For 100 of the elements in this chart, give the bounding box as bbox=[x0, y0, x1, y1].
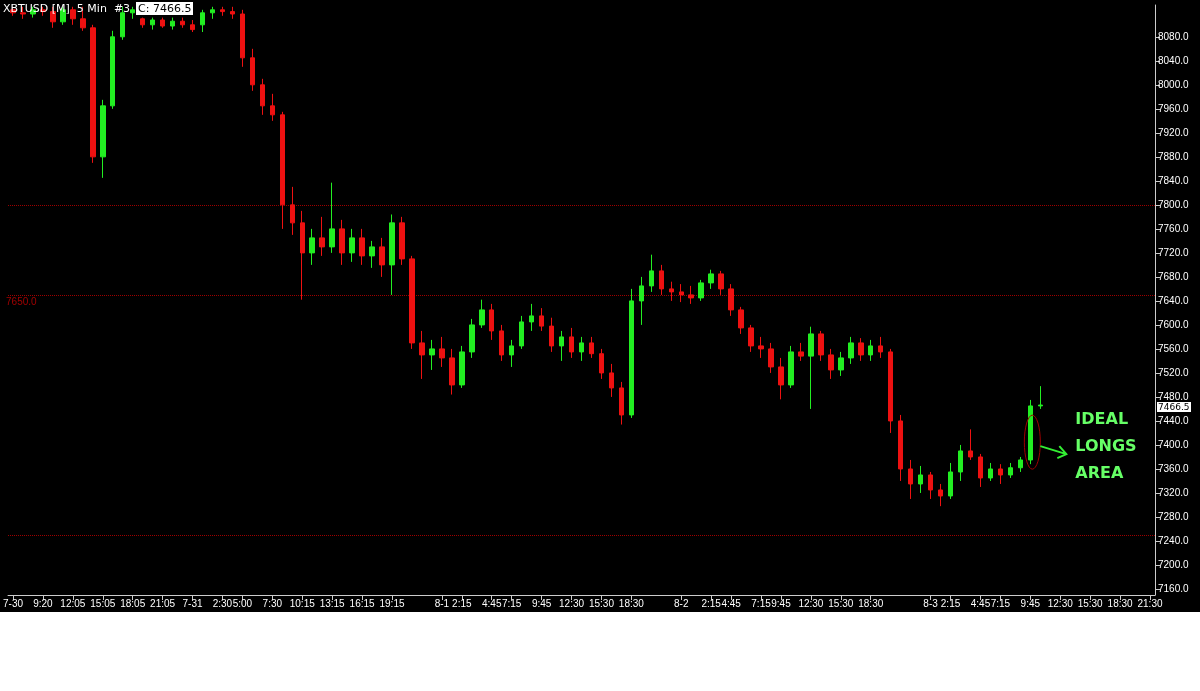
candlestick bbox=[788, 345, 794, 389]
candlestick bbox=[300, 210, 305, 301]
candlestick bbox=[738, 306, 744, 335]
candlestick bbox=[918, 465, 923, 494]
candlestick bbox=[838, 351, 844, 377]
candlestick bbox=[409, 255, 415, 350]
candlestick bbox=[389, 213, 395, 296]
x-tick-label: 2:30 bbox=[212, 597, 233, 609]
candlestick bbox=[579, 336, 584, 362]
candlestick bbox=[359, 228, 365, 266]
candlestick bbox=[1038, 385, 1043, 410]
x-tick-label: 8-3 bbox=[923, 597, 939, 609]
candlestick bbox=[349, 228, 355, 263]
x-tick-label: 7:15 bbox=[990, 597, 1011, 609]
candlestick bbox=[379, 237, 385, 278]
candlestick bbox=[878, 336, 883, 359]
x-tick-label: 7:15 bbox=[751, 597, 772, 609]
candlestick bbox=[659, 264, 664, 296]
ref-line-label: 7650.0 bbox=[6, 296, 38, 308]
y-tick-label: 7840.0 bbox=[1158, 175, 1190, 187]
y-tick-label: 7360.0 bbox=[1158, 463, 1190, 475]
x-tick-label: 15:05 bbox=[90, 597, 116, 609]
annotation: IDEAL LONGS AREA bbox=[1075, 408, 1137, 485]
text: 7466.5 bbox=[1157, 402, 1191, 413]
candlestick bbox=[369, 240, 375, 269]
candlestick bbox=[220, 6, 225, 17]
candlestick bbox=[589, 336, 594, 359]
candlestick bbox=[569, 327, 574, 359]
x-tick-label: 18:05 bbox=[120, 597, 146, 609]
y-tick-label: 7960.0 bbox=[1158, 103, 1190, 115]
candlestick bbox=[509, 339, 514, 368]
x-tick-label: 21:05 bbox=[150, 597, 176, 609]
candlestick bbox=[479, 299, 485, 329]
y-tick-label: 7920.0 bbox=[1158, 127, 1190, 139]
candlestick bbox=[808, 326, 814, 410]
candlestick bbox=[928, 471, 933, 500]
x-tick-label: 9:45 bbox=[531, 597, 552, 609]
candlestick bbox=[938, 483, 943, 507]
candlestick bbox=[1008, 462, 1013, 479]
candlestick bbox=[429, 339, 435, 371]
y-tick-label: 7320.0 bbox=[1158, 487, 1190, 499]
candlestick bbox=[309, 228, 315, 266]
candlestick bbox=[230, 6, 235, 20]
candlestick bbox=[489, 303, 494, 341]
x-tick-label: 2:15 bbox=[701, 597, 722, 609]
candlestick bbox=[559, 330, 564, 362]
candlestick bbox=[619, 381, 624, 426]
candlestick bbox=[629, 288, 634, 419]
y-tick-label: 8000.0 bbox=[1158, 79, 1190, 91]
x-tick-label: 7-30 bbox=[3, 597, 24, 609]
candlestick bbox=[958, 444, 963, 482]
x-tick-label: 18:30 bbox=[618, 597, 645, 609]
candlestick bbox=[140, 17, 145, 29]
candlestick bbox=[529, 303, 534, 332]
x-tick-label: 4:45 bbox=[482, 597, 502, 609]
candlestick bbox=[519, 315, 524, 350]
candlestick bbox=[319, 216, 325, 257]
candlestick bbox=[639, 276, 644, 326]
candlestick bbox=[160, 17, 165, 29]
candlestick bbox=[419, 330, 425, 380]
candlestick bbox=[1018, 456, 1023, 473]
candlestick bbox=[290, 186, 295, 236]
candlestick bbox=[698, 279, 704, 302]
y-tick-label: 7880.0 bbox=[1158, 151, 1190, 163]
candlestick bbox=[718, 270, 724, 296]
y-tick-label: 7720.0 bbox=[1158, 247, 1190, 259]
x-tick-label: 21:30 bbox=[1137, 597, 1163, 609]
candlestick bbox=[499, 324, 504, 362]
candlestick bbox=[798, 342, 804, 362]
candlestick bbox=[778, 357, 784, 400]
y-tick-label: 7800.0 bbox=[1158, 199, 1190, 211]
candlestick bbox=[708, 269, 714, 290]
candlestick bbox=[688, 285, 694, 305]
candlestick bbox=[399, 216, 405, 266]
x-tick-label: 9:45 bbox=[771, 597, 792, 609]
candlestick bbox=[818, 330, 824, 362]
x-tick-label: 9:45 bbox=[1020, 597, 1041, 609]
x-tick-label: 12:30 bbox=[798, 597, 824, 609]
candlestick bbox=[270, 93, 275, 122]
candlestick bbox=[200, 9, 205, 33]
candlestick bbox=[70, 6, 76, 26]
x-tick-label: 16:15 bbox=[349, 597, 376, 609]
candlestick bbox=[898, 414, 903, 482]
candlestick bbox=[908, 459, 913, 500]
y-tick-label: 7240.0 bbox=[1158, 535, 1190, 547]
candlestick bbox=[828, 348, 834, 380]
candlestick bbox=[240, 9, 245, 68]
x-tick-label: 7:15 bbox=[501, 597, 522, 609]
x-tick-label: 12:30 bbox=[1047, 597, 1074, 609]
x-tick-label: 12:05 bbox=[60, 597, 86, 609]
candlestick bbox=[768, 342, 774, 374]
candlestick bbox=[339, 219, 345, 266]
x-tick-label: 18:30 bbox=[1107, 597, 1134, 609]
candlestick bbox=[868, 339, 873, 362]
candlestick bbox=[539, 307, 544, 332]
candlestick bbox=[459, 345, 465, 389]
y-tick-label: 7480.0 bbox=[1158, 391, 1190, 403]
candlestick bbox=[968, 428, 973, 461]
y-tick-label: 8040.0 bbox=[1158, 55, 1190, 67]
candlestick bbox=[609, 363, 614, 398]
